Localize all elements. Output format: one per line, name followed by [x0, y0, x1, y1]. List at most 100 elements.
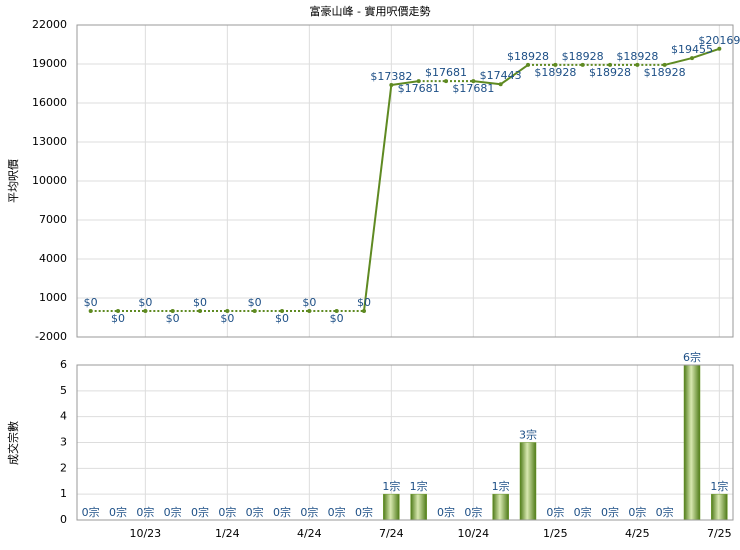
x-tick-label: 10/23: [129, 527, 161, 540]
y-axis-label: 平均呎價: [6, 159, 20, 203]
point: [416, 79, 421, 84]
point: [252, 309, 257, 313]
data-label: 0宗: [601, 505, 619, 519]
bar: [519, 442, 537, 521]
point: [635, 62, 640, 67]
data-label: $18928: [507, 50, 549, 63]
data-label: 0宗: [246, 505, 264, 519]
data-label: 0宗: [628, 505, 646, 519]
line-segment: [664, 57, 693, 66]
bar: [492, 493, 509, 521]
x-tick-label: 4/24: [297, 527, 322, 540]
plot-frame: [76, 24, 734, 338]
data-label: $0: [302, 296, 316, 309]
data-label: $18928: [589, 66, 631, 79]
data-label: $18928: [562, 50, 604, 63]
point: [389, 83, 394, 88]
x-tick-label: 10/24: [457, 527, 489, 540]
data-label: $20169: [698, 34, 740, 47]
data-label: 0宗: [574, 505, 592, 519]
data-label: 0宗: [464, 505, 482, 519]
data-label: 0宗: [546, 505, 564, 519]
y-tick-label: 4000: [39, 252, 67, 265]
y-tick-label: 2: [60, 461, 67, 474]
data-label: $0: [220, 312, 234, 325]
data-label: 0宗: [656, 505, 674, 519]
point: [198, 309, 202, 313]
data-label: $0: [84, 296, 98, 309]
data-label: $0: [275, 312, 289, 325]
y-tick-label: 1: [60, 487, 67, 500]
data-label: 0宗: [109, 505, 127, 519]
y-tick-label: 13000: [32, 135, 67, 148]
data-label: $0: [193, 296, 207, 309]
point: [444, 79, 448, 84]
y-tick-label: 1000: [39, 291, 67, 304]
data-label: 0宗: [437, 505, 455, 519]
point: [362, 309, 366, 313]
data-label: 0宗: [273, 505, 291, 519]
data-label: $0: [330, 312, 344, 325]
line-segment: [691, 47, 720, 60]
line-segment: [363, 84, 393, 312]
y-tick-label: 4: [60, 410, 67, 423]
data-label: $18928: [616, 50, 658, 63]
y-tick-label: 3: [60, 436, 67, 449]
data-label: 0宗: [164, 505, 182, 519]
data-label: 1宗: [382, 479, 400, 493]
bar: [711, 493, 728, 521]
y-axis-label: 成交宗數: [6, 421, 20, 465]
point: [280, 309, 284, 313]
bar: [683, 364, 701, 521]
x-tick-label: 4/25: [625, 527, 650, 540]
data-label: 1宗: [710, 479, 728, 493]
x-tick-label: 1/24: [215, 527, 240, 540]
y-tick-label: 5: [60, 384, 67, 397]
data-label: 0宗: [300, 505, 318, 519]
bar: [383, 493, 400, 521]
y-tick-label: 6: [60, 358, 67, 371]
y-tick-label: 22000: [32, 18, 67, 31]
data-label: $17681: [452, 82, 494, 95]
point: [471, 79, 476, 84]
point: [690, 56, 694, 61]
data-label: 6宗: [683, 350, 701, 364]
line-segment: [500, 64, 529, 86]
data-label: 3宗: [519, 428, 537, 442]
data-label: 0宗: [218, 505, 236, 519]
x-tick-label: 1/25: [543, 527, 568, 540]
point: [608, 62, 612, 67]
data-label: 0宗: [191, 505, 209, 519]
y-tick-label: 16000: [32, 96, 67, 109]
point: [225, 309, 230, 313]
point: [580, 62, 585, 67]
data-label: $17443: [480, 69, 522, 82]
point: [170, 309, 175, 313]
data-label: $17681: [425, 66, 467, 79]
y-tick-label: 7000: [39, 213, 67, 226]
data-label: $0: [166, 312, 180, 325]
point: [143, 309, 148, 313]
x-tick-label: 7/25: [707, 527, 732, 540]
point: [88, 309, 93, 313]
line-segment: [391, 80, 419, 87]
y-tick-label: 0: [60, 513, 67, 526]
data-label: 0宗: [82, 505, 100, 519]
bar: [410, 493, 427, 521]
data-label: 1宗: [492, 479, 510, 493]
data-label: $19455: [671, 43, 713, 56]
data-label: $17382: [370, 70, 412, 83]
point: [553, 62, 558, 67]
y-tick-label: -2000: [35, 330, 67, 343]
point: [662, 62, 667, 67]
y-tick-label: 19000: [32, 57, 67, 70]
point: [526, 62, 530, 67]
data-label: $0: [248, 296, 262, 309]
point: [116, 309, 120, 313]
plot-frame: [76, 364, 734, 521]
data-label: $17681: [398, 82, 440, 95]
point: [334, 309, 339, 313]
data-label: $18928: [644, 66, 686, 79]
x-tick-label: 7/24: [379, 527, 404, 540]
